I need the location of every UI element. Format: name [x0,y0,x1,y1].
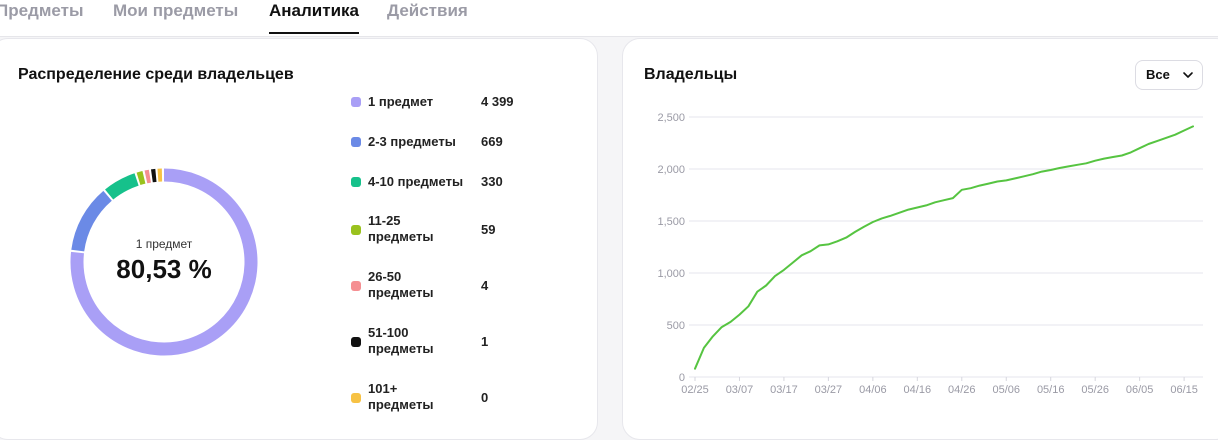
distribution-card: Распределение среди владельцев 1 предмет… [0,38,598,440]
owners-title: Владельцы [644,66,737,84]
owners-series-line [695,126,1193,368]
x-tick-label: 03/17 [770,384,798,396]
x-tick-label: 06/15 [1170,384,1198,396]
legend-value-3: 330 [481,174,503,190]
legend-swatch-1 [351,97,361,107]
legend-label-4: 11-25 предметы [368,213,448,245]
legend-swatch-3 [351,177,361,187]
x-tick-label: 05/06 [992,384,1020,396]
x-tick-label: 04/06 [859,384,887,396]
legend-swatch-5 [351,281,361,291]
x-tick-label: 03/27 [815,384,843,396]
legend-swatch-6 [351,337,361,347]
x-tick-label: 05/16 [1037,384,1065,396]
tab-items[interactable]: Предметы [0,0,84,36]
legend-swatch-4 [351,225,361,235]
y-tick-label: 1,000 [657,268,685,280]
legend-label-3: 4-10 предметы [368,174,478,190]
owners-line-chart: 0 500 1,000 1,500 2,000 2,500 02/25 03/07 03/17 0… [623,101,1218,401]
legend-value-5: 4 [481,278,488,294]
y-tick-label: 0 [679,372,685,384]
y-tick-label: 2,500 [657,112,685,124]
x-tick-label: 06/05 [1126,384,1154,396]
legend-value-7: 0 [481,390,488,406]
period-filter-dropdown[interactable]: Все [1135,60,1203,90]
legend-swatch-2 [351,137,361,147]
tab-actions[interactable]: Действия [387,0,468,36]
legend-value-2: 669 [481,134,503,150]
y-tick-label: 2,000 [657,164,685,176]
legend-label-1: 1 предмет [368,94,478,110]
donut-segment-5[interactable] [146,176,150,177]
period-filter-label: Все [1146,67,1170,82]
donut-segment-4[interactable] [139,177,144,178]
legend-value-6: 1 [481,334,488,350]
legend-swatch-7 [351,393,361,403]
y-tick-label: 1,500 [657,216,685,228]
x-tick-label: 05/26 [1081,384,1109,396]
legend-value-1: 4 399 [481,94,514,110]
x-tick-label: 04/26 [948,384,976,396]
chevron-down-icon [1182,69,1194,81]
tab-analytics[interactable]: Аналитика [269,0,359,36]
tab-my-items[interactable]: Мои предметы [113,0,238,36]
donut-center-value: 80,53 % [84,254,244,285]
x-tick-label: 04/16 [904,384,932,396]
distribution-title: Распределение среди владельцев [18,66,294,84]
tab-bar: Предметы Мои предметы Аналитика Действия [0,0,1218,37]
legend-label-5: 26-50 предметы [368,269,448,301]
legend-label-2: 2-3 предметы [368,134,478,150]
donut-center-caption: 1 предмет [94,237,234,251]
owners-card: Владельцы Все 0 500 1,000 1,500 2,000 2,500 02… [622,38,1218,440]
x-tick-label: 03/07 [726,384,754,396]
legend-label-6: 51-100 предметы [368,325,448,357]
x-tick-label: 02/25 [681,384,709,396]
donut-segment-3[interactable] [109,179,136,194]
legend-label-7: 101+ предметы [368,381,448,413]
legend-value-4: 59 [481,222,495,238]
y-tick-label: 500 [667,320,685,332]
